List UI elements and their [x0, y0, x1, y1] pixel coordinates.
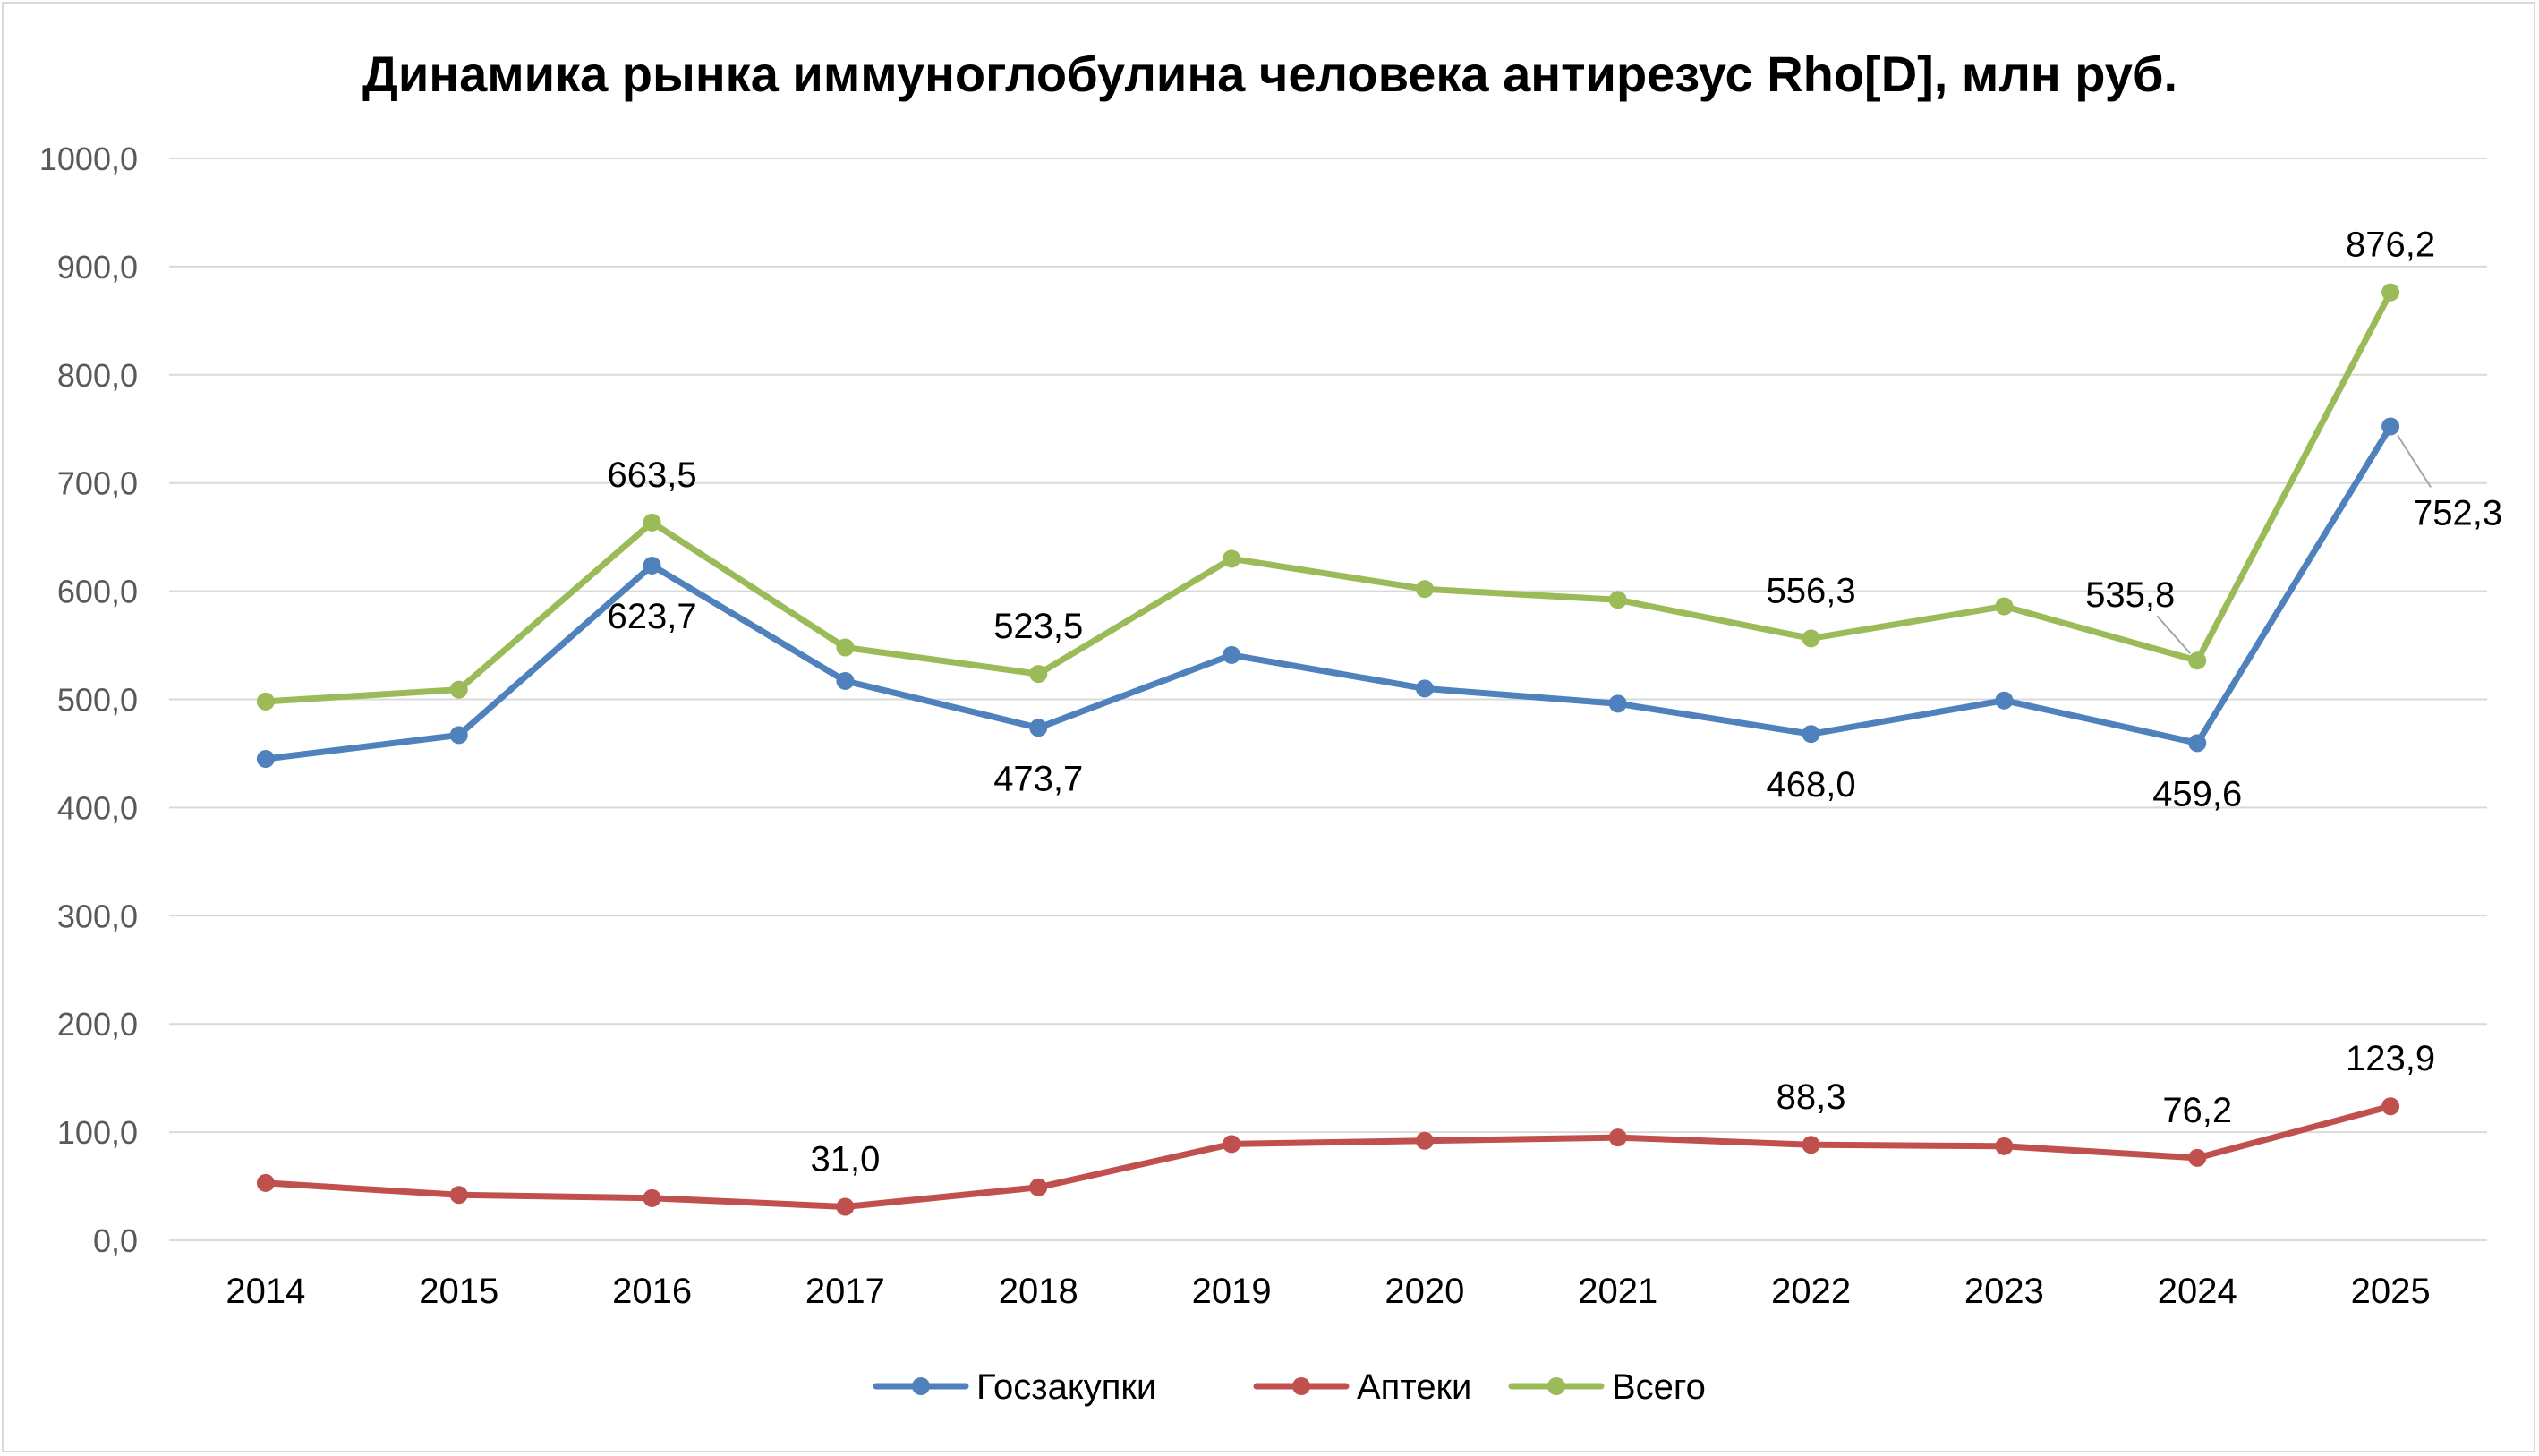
- data-point: [1995, 597, 2014, 616]
- data-label: 623,7: [608, 597, 697, 636]
- x-tick-label: 2019: [1192, 1272, 1272, 1311]
- data-point: [836, 1197, 855, 1216]
- data-point: [1223, 645, 1241, 664]
- x-tick-label: 2021: [1578, 1272, 1657, 1311]
- legend-label: Аптеки: [1357, 1367, 1471, 1407]
- y-tick-label: 300,0: [57, 898, 138, 934]
- x-axis-ticks: 2014 2015 2016 2017 2018 2019 2020 2021 2022 2023…: [226, 1272, 2430, 1311]
- data-point: [2381, 283, 2400, 302]
- data-point: [1802, 629, 1820, 648]
- data-point: [2188, 1148, 2207, 1167]
- y-tick-label: 500,0: [57, 682, 138, 719]
- x-tick-label: 2014: [226, 1272, 305, 1311]
- y-tick-label: 700,0: [57, 465, 138, 502]
- y-axis-ticks: 0,0 100,0 200,0 300,0 400,0 500,0 600,0 700,0 80…: [39, 140, 138, 1259]
- data-label: 663,5: [608, 456, 697, 495]
- data-point: [1608, 591, 1627, 609]
- x-tick-label: 2018: [999, 1272, 1078, 1311]
- data-point: [2188, 734, 2207, 753]
- data-label: 459,6: [2152, 774, 2242, 813]
- x-tick-label: 2020: [1385, 1272, 1464, 1311]
- y-tick-label: 0,0: [93, 1222, 138, 1259]
- data-point: [1029, 1178, 1048, 1196]
- data-label: 556,3: [1767, 571, 1856, 610]
- data-point: [1995, 691, 2014, 710]
- y-tick-label: 200,0: [57, 1006, 138, 1043]
- data-point: [256, 749, 275, 768]
- data-point: [1415, 679, 1434, 698]
- data-point: [643, 556, 661, 575]
- y-tick-label: 900,0: [57, 249, 138, 285]
- x-tick-label: 2016: [612, 1272, 692, 1311]
- series-line-1: [262, 1103, 2394, 1210]
- chart-title: Динамика рынка иммуноглобулина человека …: [362, 46, 2177, 102]
- y-tick-label: 600,0: [57, 574, 138, 610]
- y-tick-label: 1000,0: [39, 140, 138, 177]
- data-label: 535,8: [2085, 575, 2175, 615]
- data-point: [643, 1188, 661, 1207]
- series-lines: [256, 283, 2400, 1216]
- y-tick-label: 400,0: [57, 789, 138, 826]
- data-point: [2381, 417, 2400, 436]
- y-tick-label: 100,0: [57, 1114, 138, 1151]
- data-point: [256, 1173, 275, 1192]
- data-point: [1223, 549, 1241, 568]
- chart-svg: Динамика рынка иммуноглобулина человека …: [39, 46, 2503, 1407]
- series-line-0: [262, 423, 2394, 762]
- legend: Госзакупки Аптеки Всего: [873, 1367, 1706, 1407]
- data-point: [449, 680, 468, 699]
- legend-swatch-marker: [912, 1377, 930, 1395]
- data-label: 76,2: [2162, 1091, 2232, 1130]
- x-tick-label: 2024: [2158, 1272, 2237, 1311]
- data-point: [836, 638, 855, 657]
- data-point: [643, 513, 661, 532]
- leader-line: [2156, 615, 2192, 654]
- data-label: 88,3: [1776, 1077, 1846, 1117]
- data-labels: 623,7 473,7 468,0 459,6 752,3 31,0 88,3 76,2 123…: [608, 226, 2503, 1179]
- data-point: [1415, 1131, 1434, 1150]
- data-point: [449, 1186, 468, 1205]
- data-point: [1802, 725, 1820, 744]
- series-line-2: [262, 289, 2394, 705]
- legend-label: Всего: [1612, 1367, 1706, 1407]
- legend-item-1: Аптеки: [1253, 1367, 1471, 1407]
- data-point: [1029, 665, 1048, 684]
- legend-label: Госзакупки: [976, 1367, 1156, 1407]
- data-point: [1995, 1137, 2014, 1155]
- data-point: [1608, 694, 1627, 713]
- data-label: 876,2: [2346, 226, 2435, 265]
- y-tick-label: 800,0: [57, 357, 138, 394]
- data-label: 752,3: [2413, 493, 2502, 532]
- data-point: [1029, 719, 1048, 737]
- data-point: [256, 692, 275, 711]
- x-tick-label: 2025: [2351, 1272, 2431, 1311]
- data-point: [1608, 1128, 1627, 1147]
- data-label: 123,9: [2346, 1039, 2435, 1078]
- data-point: [836, 671, 855, 690]
- legend-item-0: Госзакупки: [873, 1367, 1156, 1407]
- legend-item-2: Всего: [1508, 1367, 1706, 1407]
- data-label: 473,7: [993, 759, 1083, 798]
- data-point: [2381, 1097, 2400, 1116]
- data-point: [1415, 580, 1434, 599]
- data-point: [1802, 1136, 1820, 1154]
- legend-swatch-marker: [1547, 1377, 1565, 1395]
- x-tick-label: 2015: [419, 1272, 498, 1311]
- data-label: 468,0: [1767, 765, 1856, 805]
- x-tick-label: 2023: [1964, 1272, 2044, 1311]
- data-point: [1223, 1135, 1241, 1154]
- x-tick-label: 2017: [805, 1272, 885, 1311]
- leader-line: [2397, 434, 2432, 489]
- gridlines: [169, 158, 2487, 1241]
- data-point: [449, 726, 468, 745]
- legend-swatch-marker: [1292, 1377, 1310, 1395]
- data-label: 31,0: [810, 1140, 880, 1179]
- data-point: [2188, 651, 2207, 670]
- x-tick-label: 2022: [1771, 1272, 1851, 1311]
- data-label: 523,5: [993, 607, 1083, 646]
